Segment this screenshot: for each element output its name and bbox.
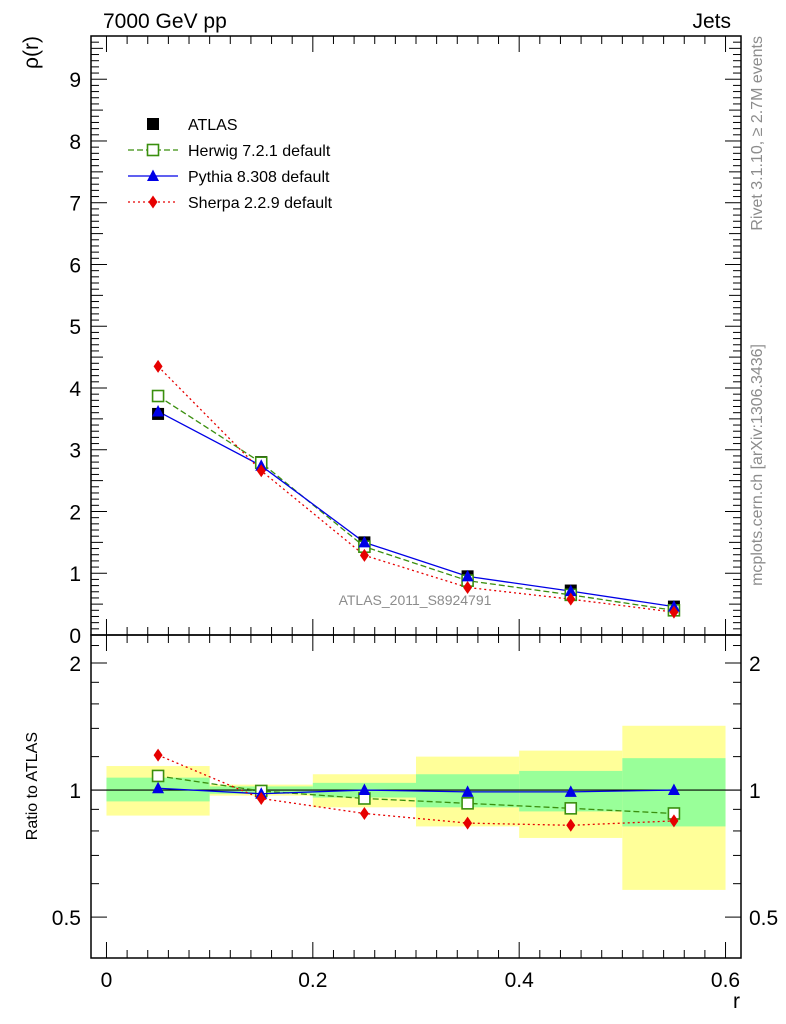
- ratio-point: [153, 748, 163, 762]
- ratio-point: [566, 818, 576, 832]
- y-tick-label: 1: [69, 563, 81, 586]
- legend-marker: [148, 195, 158, 209]
- x-tick-label: 0.2: [298, 969, 327, 992]
- y-tick-label: 9: [69, 69, 81, 92]
- legend-marker: [147, 169, 159, 181]
- series-2: [157, 410, 675, 608]
- ratio-panel: 0 0.2 0.4 0.6 0.5 0.5 1 1 2 2 Ratio to ATLAS: [24, 634, 778, 992]
- ratio-y-axis-label: Ratio to ATLAS: [24, 732, 41, 840]
- y-tick-label: 4: [69, 378, 81, 401]
- legend-label: Pythia 8.308 default: [188, 169, 330, 186]
- series-1: [157, 395, 675, 611]
- main-data-layer: [151, 359, 681, 619]
- header-left: 7000 GeV pp: [103, 10, 227, 33]
- ratio-bands: [91, 725, 741, 890]
- series-markers-1: [151, 389, 681, 617]
- data-point: [461, 569, 474, 582]
- data-point: [566, 592, 576, 606]
- ratio-line: [158, 787, 674, 795]
- y-tick-label: 0: [69, 625, 81, 648]
- ratio-line: [157, 754, 674, 826]
- ratio-axes: 0 0.2 0.4 0.6 0.5 0.5 1 1 2 2: [52, 634, 778, 992]
- ratio-point: [564, 802, 578, 815]
- legend-label: ATLAS: [188, 117, 238, 134]
- legend-marker: [147, 118, 159, 130]
- data-point: [463, 580, 473, 594]
- ratio-y-tick-label: 2: [69, 653, 81, 676]
- header-right: Jets: [692, 10, 731, 33]
- y-tick-label: 3: [69, 440, 81, 463]
- ratio-y-tick-label: 0.5: [52, 907, 81, 930]
- x-tick-label: 0: [101, 969, 113, 992]
- series-markers-3: [153, 359, 679, 619]
- x-tick-label: 0.4: [505, 969, 535, 992]
- ratio-data-layer: [151, 748, 681, 832]
- ratio-point: [564, 785, 577, 797]
- ratio-point: [359, 806, 369, 820]
- main-panel: ATLAS_2011_S8924791 0 1 2 3 4 5 6 7 8 9 ρ(r) ATLA…: [20, 35, 742, 648]
- y-tick-label: 2: [69, 501, 81, 524]
- main-y-axis-label: ρ(r): [20, 36, 43, 69]
- data-point: [152, 404, 165, 417]
- legend-marker: [146, 143, 160, 157]
- ratio-y-tick-label-right: 2: [749, 653, 761, 676]
- data-point: [256, 464, 266, 478]
- y-tick-label: 6: [69, 254, 81, 277]
- data-point: [151, 389, 165, 403]
- rivet-label: Rivet 3.1.10, ≥ 2.7M events: [749, 36, 766, 231]
- main-axes: 0 1 2 3 4 5 6 7 8 9: [69, 35, 742, 648]
- ratio-point: [152, 781, 165, 794]
- watermark: ATLAS_2011_S8924791: [339, 592, 492, 608]
- mcplots-label: mcplots.cern.ch [arXiv:1306.3436]: [749, 344, 766, 586]
- legend-label: Herwig 7.2.1 default: [188, 143, 331, 160]
- ratio-point: [669, 814, 679, 828]
- ratio-point: [667, 783, 680, 796]
- data-point: [358, 535, 371, 548]
- y-tick-label: 5: [69, 316, 81, 339]
- series-3: [157, 365, 675, 613]
- ratio-point: [463, 816, 473, 830]
- y-tick-label: 7: [69, 193, 81, 216]
- legend-label: Sherpa 2.2.9 default: [188, 195, 333, 212]
- series-line: [157, 410, 675, 608]
- ratio-point: [256, 791, 266, 805]
- data-point: [153, 359, 163, 373]
- series-markers-0: [152, 407, 680, 613]
- ratio-y-tick-label-right: 0.5: [749, 907, 778, 930]
- ratio-point: [461, 785, 474, 797]
- series-markers-2: [152, 404, 680, 612]
- ratio-point: [151, 769, 165, 783]
- x-axis-label: r: [733, 990, 740, 1013]
- ratio-series-1: [152, 781, 680, 799]
- x-tick-label: 0.6: [711, 969, 740, 992]
- ratio-series-2: [153, 748, 679, 832]
- ratio-y-tick-label-right: 1: [749, 780, 761, 803]
- data-point: [669, 605, 679, 619]
- data-point: [359, 548, 369, 562]
- ratio-line: [157, 775, 674, 815]
- series-line: [157, 365, 675, 613]
- legend: ATLAS Herwig 7.2.1 default Pythia 8.308 de…: [128, 117, 333, 212]
- data-point: [564, 584, 577, 597]
- y-tick-label: 8: [69, 131, 81, 154]
- ratio-y-tick-label: 1: [69, 780, 81, 803]
- series-line: [157, 395, 675, 611]
- ratio-point: [358, 783, 371, 796]
- ratio-point: [461, 797, 474, 810]
